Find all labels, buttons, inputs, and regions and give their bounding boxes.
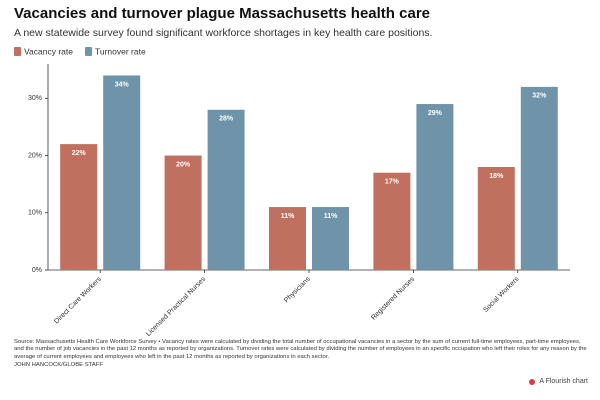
bar (269, 207, 306, 270)
branding-dot (529, 378, 536, 385)
bar (520, 86, 558, 270)
y-tick-label: 10% (28, 210, 42, 217)
value-label: 32% (532, 93, 547, 100)
y-tick-label: 0% (32, 267, 42, 274)
bar (373, 172, 411, 270)
legend-swatch (84, 47, 92, 56)
x-tick-label: Social Workers (482, 275, 520, 313)
value-label: 34% (115, 81, 130, 88)
legend-label: Vacancy rate (24, 46, 73, 56)
value-label: 18% (489, 173, 504, 180)
bar (312, 207, 349, 270)
value-label: 17% (385, 179, 400, 186)
bar (416, 104, 454, 270)
bar (477, 167, 515, 270)
bar (207, 109, 245, 271)
x-tick-label: Direct Care Workers (53, 275, 103, 325)
x-labels: Direct Care Workers Licensed Practical Nu… (53, 275, 521, 338)
chart-title: Vacancies and turnover plague Massachuse… (14, 5, 430, 22)
chart: Vacancies and turnover plague Massachuse… (14, 5, 570, 338)
value-label: 29% (428, 110, 443, 117)
source-note: Source: Massachusetts Health Care Workfo… (14, 339, 587, 360)
x-tick-label: Licensed Practical Nurses (145, 275, 208, 338)
x-tick-label: Physicians (283, 275, 312, 304)
legend-label: Turnover rate (95, 46, 146, 56)
value-label: 11% (281, 213, 295, 220)
legend-swatch (14, 47, 21, 56)
branding-text[interactable]: A Flourish chart (539, 378, 588, 385)
value-label: 20% (176, 161, 191, 168)
bar (164, 155, 202, 270)
y-tick-label: 30% (28, 95, 42, 102)
chart-subtitle: A new statewide survey found significant… (14, 27, 432, 39)
value-label: 28% (219, 116, 234, 123)
credit: JOHN HANCOCK/GLOBE STAFF (14, 362, 103, 368)
value-label: 11% (324, 213, 338, 220)
x-tick-label: Registered Nurses (370, 275, 416, 321)
bar (60, 144, 98, 270)
branding[interactable]: A Flourish chart (529, 378, 588, 385)
y-tick-label: 20% (28, 152, 42, 159)
value-label: 22% (72, 150, 87, 157)
bar (103, 75, 141, 270)
